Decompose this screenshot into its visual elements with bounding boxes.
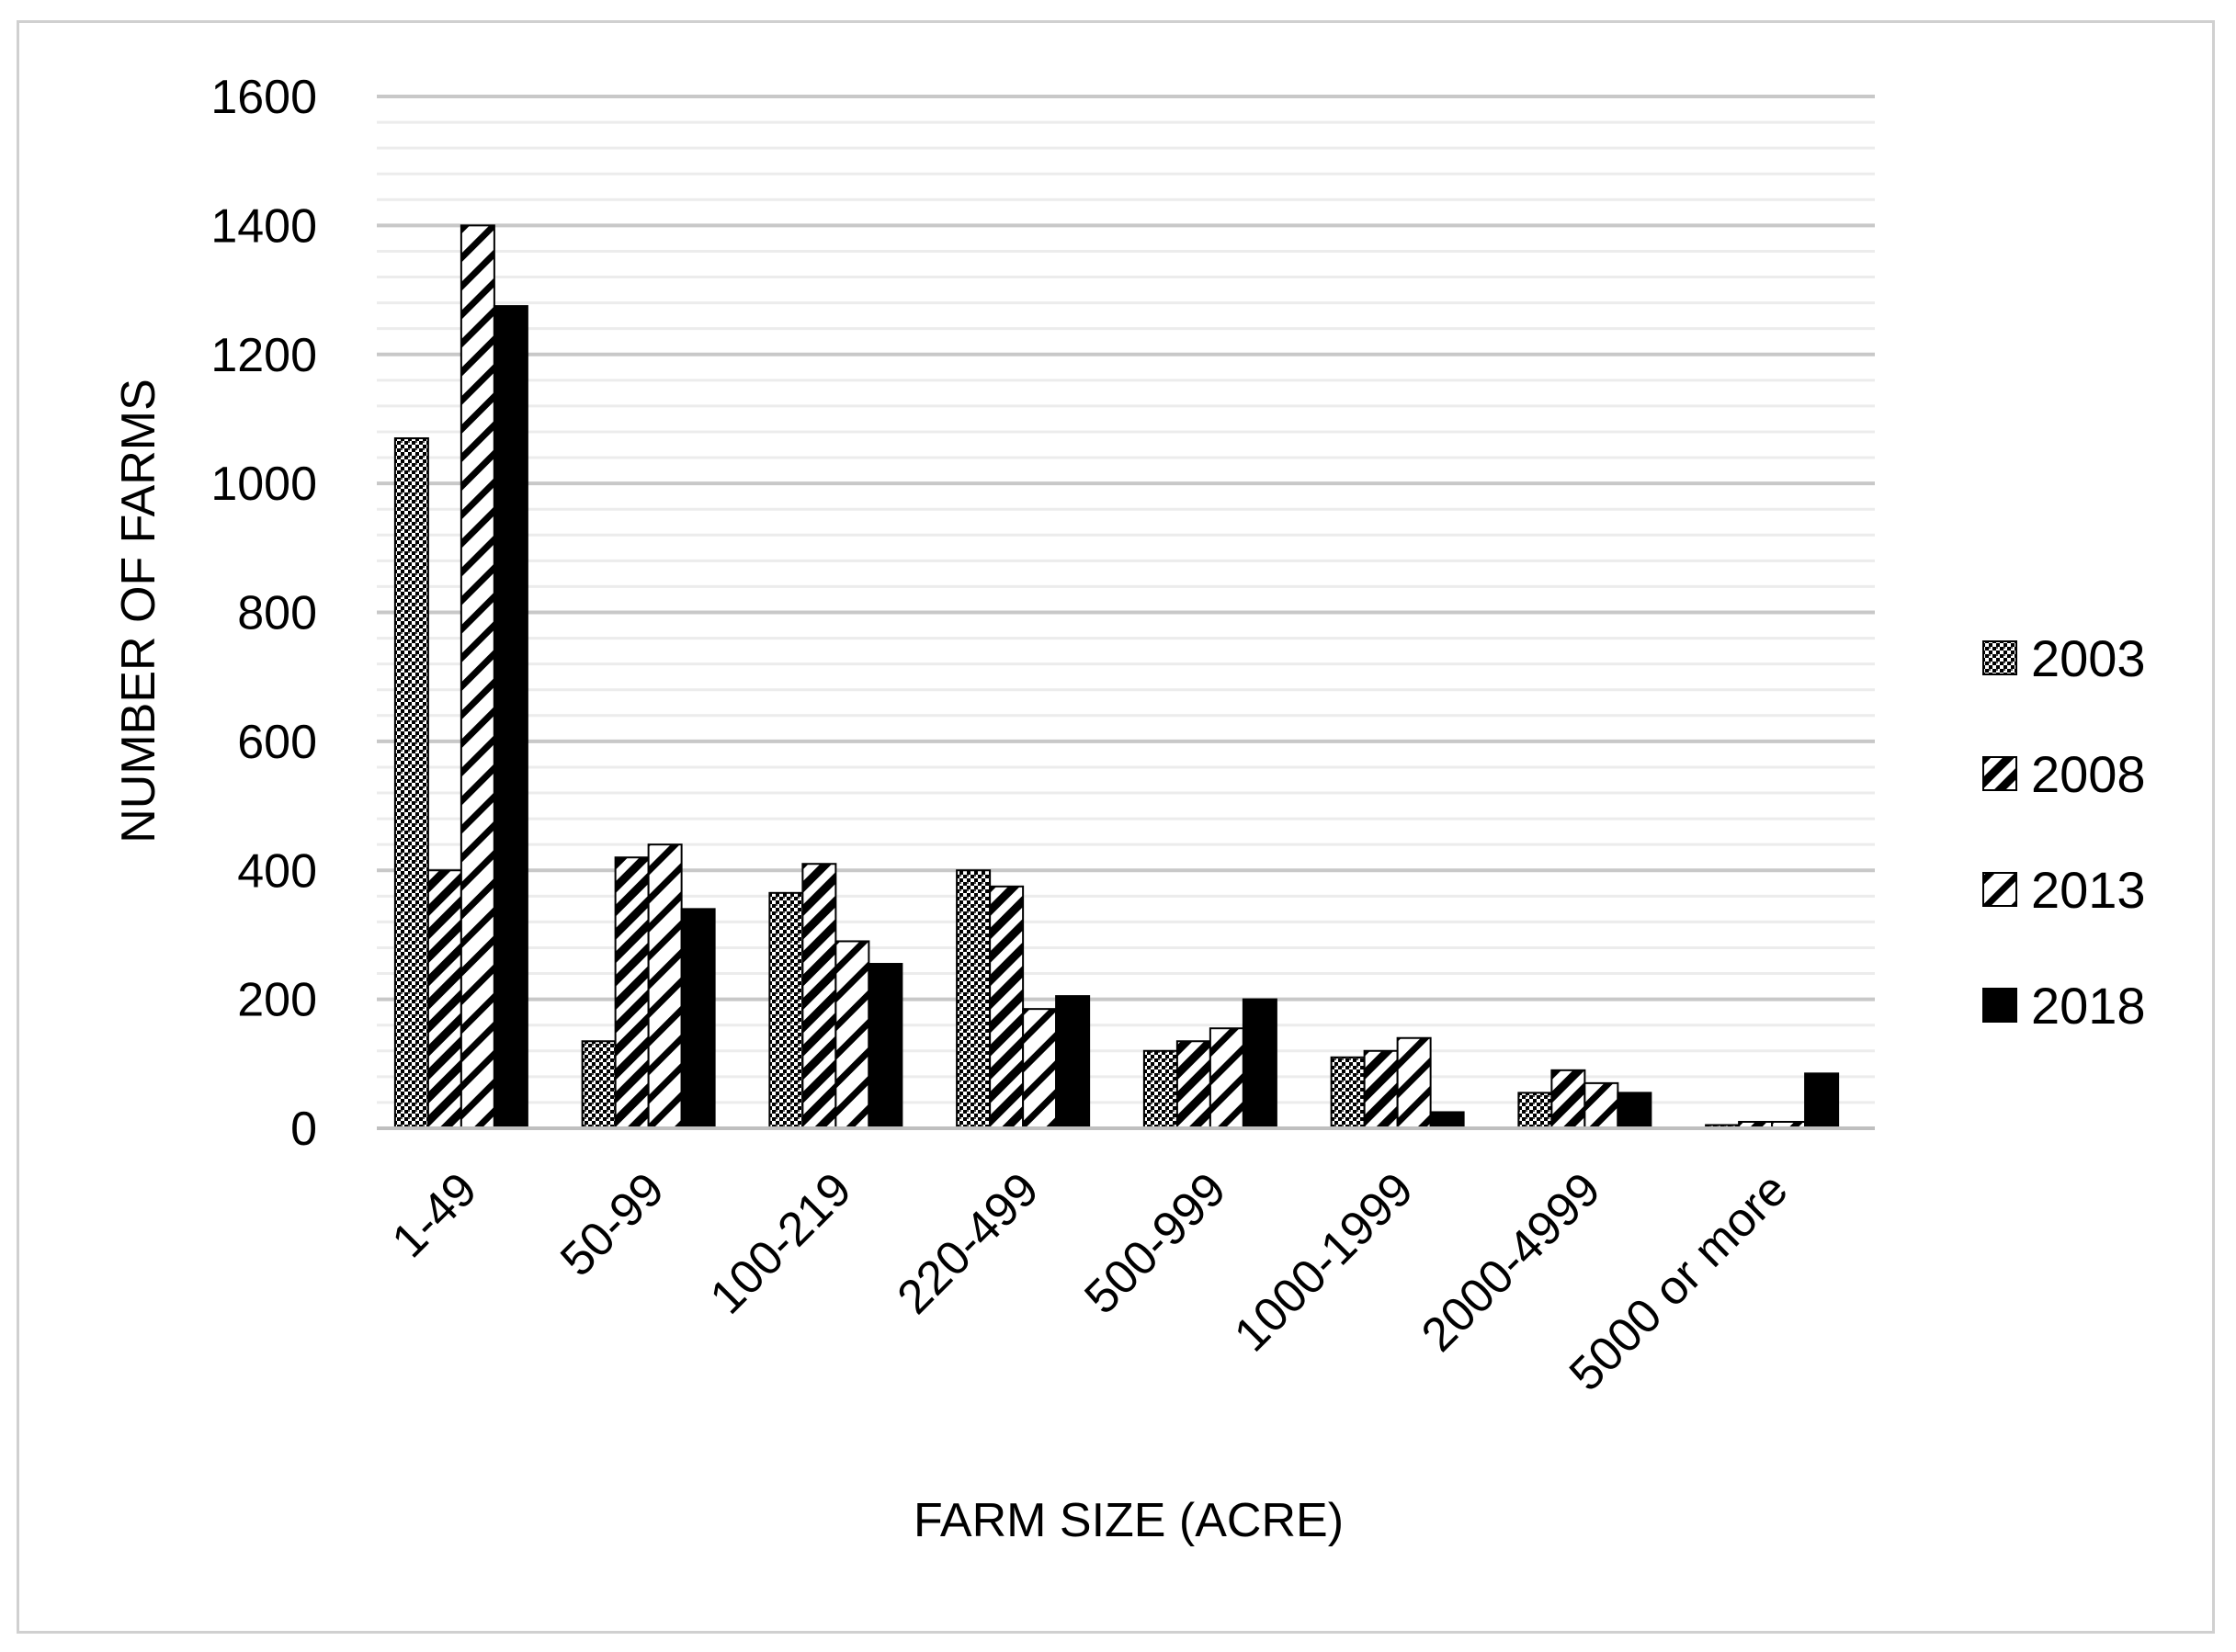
bar-2003-500-999 [1142,1049,1178,1130]
bars [393,224,1840,1130]
y-tick-label: 1200 [210,329,317,382]
bar-2008-500-999 [1175,1040,1211,1129]
legend-label-2008: 2008 [2031,745,2146,803]
gridlines [377,95,1875,1104]
bar-2013-2000-4999 [1583,1081,1619,1130]
legend-swatch-2003 [1982,640,2017,675]
bar-2008-1-49 [426,869,462,1129]
bar-2018-50-99 [680,908,716,1129]
y-tick-label: 0 [290,1103,317,1156]
y-tick-label: 1600 [210,71,317,124]
x-tick-label: 220-499 [888,1162,1050,1324]
bar-2018-1-49 [493,305,528,1129]
bar-2003-50-99 [581,1040,617,1129]
y-tick-label: 1400 [210,199,317,253]
y-tick-label: 800 [237,587,317,640]
x-tick-label: 1-49 [382,1162,488,1268]
bar-2018-500-999 [1242,998,1277,1129]
bar-2013-1000-1999 [1396,1036,1432,1130]
x-tick-label: 1000-1999 [1224,1162,1424,1362]
bar-2003-220-499 [956,869,992,1129]
y-tick-label: 400 [237,844,317,898]
bar-2013-100-219 [834,940,870,1130]
bar-2018-5000-or-more [1804,1072,1840,1129]
bar-2003-100-219 [768,891,804,1129]
bar-2013-220-499 [1022,1008,1058,1129]
bar-2013-500-999 [1209,1027,1244,1129]
legend: 2003 2008 2013 2018 [1982,629,2146,1035]
y-tick-labels: 0 200 400 600 800 1000 1200 1400 1600 [210,71,317,1156]
bar-2008-1000-1999 [1363,1049,1399,1130]
bar-2008-220-499 [989,885,1025,1129]
bar-2003-1000-1999 [1330,1056,1366,1129]
bar-2018-1000-1999 [1429,1111,1465,1129]
x-tick-label: 50-99 [550,1162,675,1286]
legend-swatch-2008 [1982,756,2017,791]
legend-swatch-2013 [1982,872,2017,907]
bar-2013-1-49 [460,224,495,1129]
legend-label-2018: 2018 [2031,977,2146,1035]
y-tick-label: 1000 [210,458,317,511]
x-tick-label: 100-219 [700,1162,862,1324]
legend-swatch-2018 [1982,988,2017,1023]
bar-2013-50-99 [647,843,683,1129]
bar-2018-220-499 [1055,995,1091,1129]
bar-2008-2000-4999 [1550,1069,1586,1130]
x-tick-label: 500-999 [1074,1162,1236,1324]
x-axis-title: FARM SIZE (ACRE) [914,1494,1344,1547]
legend-label-2013: 2013 [2031,861,2146,919]
legend-label-2003: 2003 [2031,629,2146,687]
bar-2018-2000-4999 [1617,1092,1652,1129]
bar-2008-100-219 [801,863,837,1129]
bar-2003-2000-4999 [1517,1092,1553,1129]
x-tick-label: 2000-4999 [1412,1162,1611,1362]
chart-frame [17,20,2215,1634]
bar-2008-50-99 [614,856,650,1130]
y-tick-label: 200 [237,974,317,1027]
y-axis-title: NUMBER OF FARMS [112,379,165,843]
y-tick-label: 600 [237,716,317,769]
bar-2003-1-49 [393,436,429,1129]
bar-2018-100-219 [868,963,903,1129]
x-tick-labels: 1-49 50-99 100-219 220-499 500-9991000-19992… [382,1162,1799,1401]
